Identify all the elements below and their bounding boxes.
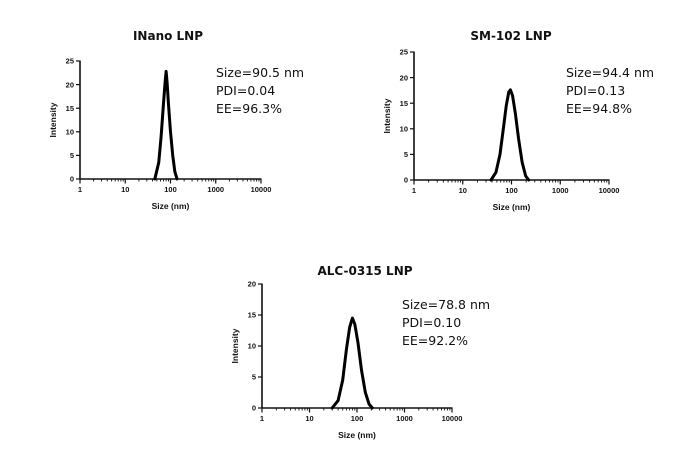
x-axis-label: Size (nm) xyxy=(152,201,190,211)
annotation-text: PDI=0.04 xyxy=(216,83,275,98)
x-tick-label: 10 xyxy=(459,186,467,195)
y-tick-label: 20 xyxy=(66,80,74,89)
x-axis-label: Size (nm) xyxy=(338,430,376,440)
chart-sm102: SM-102 LNP 0 5 10 15 20 25 1 10 100 1000 10000 Size … xyxy=(382,29,654,212)
annotation-text: PDI=0.13 xyxy=(566,83,625,98)
x-tick-label: 100 xyxy=(505,186,518,195)
x-tick-label: 1 xyxy=(412,186,416,195)
distribution-curve xyxy=(153,69,179,181)
x-tick-label: 1 xyxy=(260,414,264,423)
y-axis-label: Intensity xyxy=(382,98,392,133)
y-tick-label: 15 xyxy=(400,99,408,108)
y-tick-label: 5 xyxy=(252,373,256,382)
y-tick-label: 10 xyxy=(248,342,256,351)
y-tick-label: 20 xyxy=(400,73,408,82)
y-tick-label: 25 xyxy=(400,48,408,57)
x-tick-label: 10 xyxy=(305,414,313,423)
y-axis-label: Intensity xyxy=(230,328,240,363)
x-tick-label: 100 xyxy=(164,185,177,194)
distribution-curve xyxy=(489,88,531,182)
y-tick-label: 5 xyxy=(70,151,74,160)
y-tick-label: 20 xyxy=(248,280,256,289)
y-tick-label: 0 xyxy=(404,176,408,185)
x-axis-label: Size (nm) xyxy=(493,202,531,212)
y-tick-label: 10 xyxy=(66,128,74,137)
annotation-text: EE=96.3% xyxy=(216,101,282,116)
chart-title: ALC-0315 LNP xyxy=(317,264,412,278)
annotation-text: Size=90.5 nm xyxy=(216,65,304,80)
annotation-text: Size=94.4 nm xyxy=(566,65,654,80)
x-tick-label: 10000 xyxy=(599,186,620,195)
y-tick-label: 5 xyxy=(404,150,408,159)
y-tick-label: 25 xyxy=(66,57,74,66)
x-tick-label: 1 xyxy=(78,185,82,194)
y-tick-label: 15 xyxy=(66,104,74,113)
x-tick-label: 10000 xyxy=(442,414,463,423)
chart-title: INano LNP xyxy=(133,29,203,43)
y-tick-label: 0 xyxy=(70,175,74,184)
x-tick-label: 100 xyxy=(351,414,364,423)
annotation-text: EE=92.2% xyxy=(402,333,468,348)
annotation-text: Size=78.8 nm xyxy=(402,297,490,312)
x-tick-label: 1000 xyxy=(552,186,569,195)
y-tick-label: 10 xyxy=(400,125,408,134)
annotation-text: EE=94.8% xyxy=(566,101,632,116)
y-tick-label: 0 xyxy=(252,404,256,413)
x-tick-label: 10000 xyxy=(251,185,272,194)
x-tick-label: 1000 xyxy=(207,185,224,194)
x-tick-label: 10 xyxy=(121,185,129,194)
y-tick-label: 15 xyxy=(248,311,256,320)
y-axis-label: Intensity xyxy=(48,102,58,137)
chart-title: SM-102 LNP xyxy=(470,29,551,43)
annotation-text: PDI=0.10 xyxy=(402,315,461,330)
x-tick-label: 1000 xyxy=(396,414,413,423)
chart-alc0315: ALC-0315 LNP 0 5 10 15 20 1 10 100 1000 10000 Size … xyxy=(230,264,490,440)
chart-inano: INano LNP 0 5 10 15 20 25 1 10 100 1000 10000 Size (… xyxy=(48,29,304,211)
distribution-curve xyxy=(330,316,374,410)
